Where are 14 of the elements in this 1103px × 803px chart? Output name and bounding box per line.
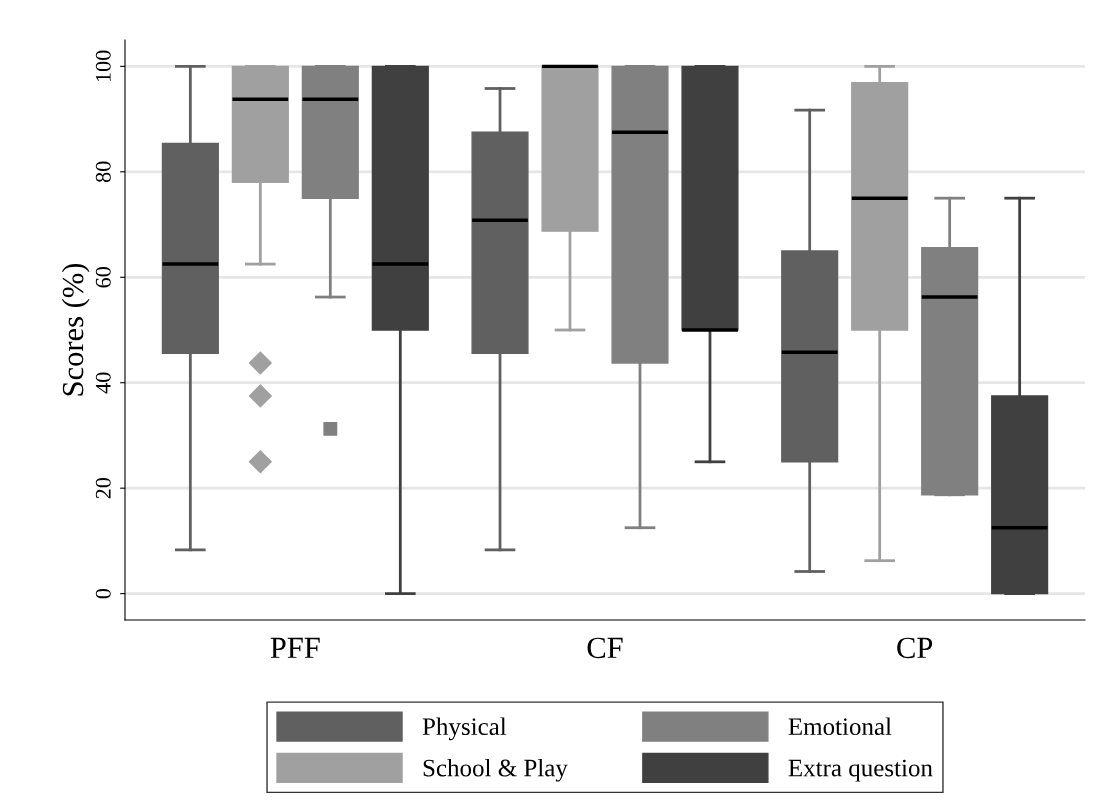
y-tick-label: 100 xyxy=(95,50,111,82)
x-tick-label: CP xyxy=(897,637,933,659)
y-tick-label: 0 xyxy=(95,588,111,599)
legend-label: Physical xyxy=(422,717,507,741)
legend-label: Emotional xyxy=(788,717,892,736)
x-tick-label: PFF xyxy=(270,637,320,658)
y-tick-label: 60 xyxy=(95,267,111,288)
y-tick-label: 40 xyxy=(95,372,111,394)
y-tick-label: 20 xyxy=(95,477,111,499)
y-tick-label: 80 xyxy=(95,161,111,183)
legend-label: School & Play xyxy=(423,758,568,782)
x-tick-label: CF xyxy=(587,637,623,659)
legend-label: Extra question xyxy=(788,759,933,782)
y-axis-title: Scores (%) xyxy=(61,263,90,396)
